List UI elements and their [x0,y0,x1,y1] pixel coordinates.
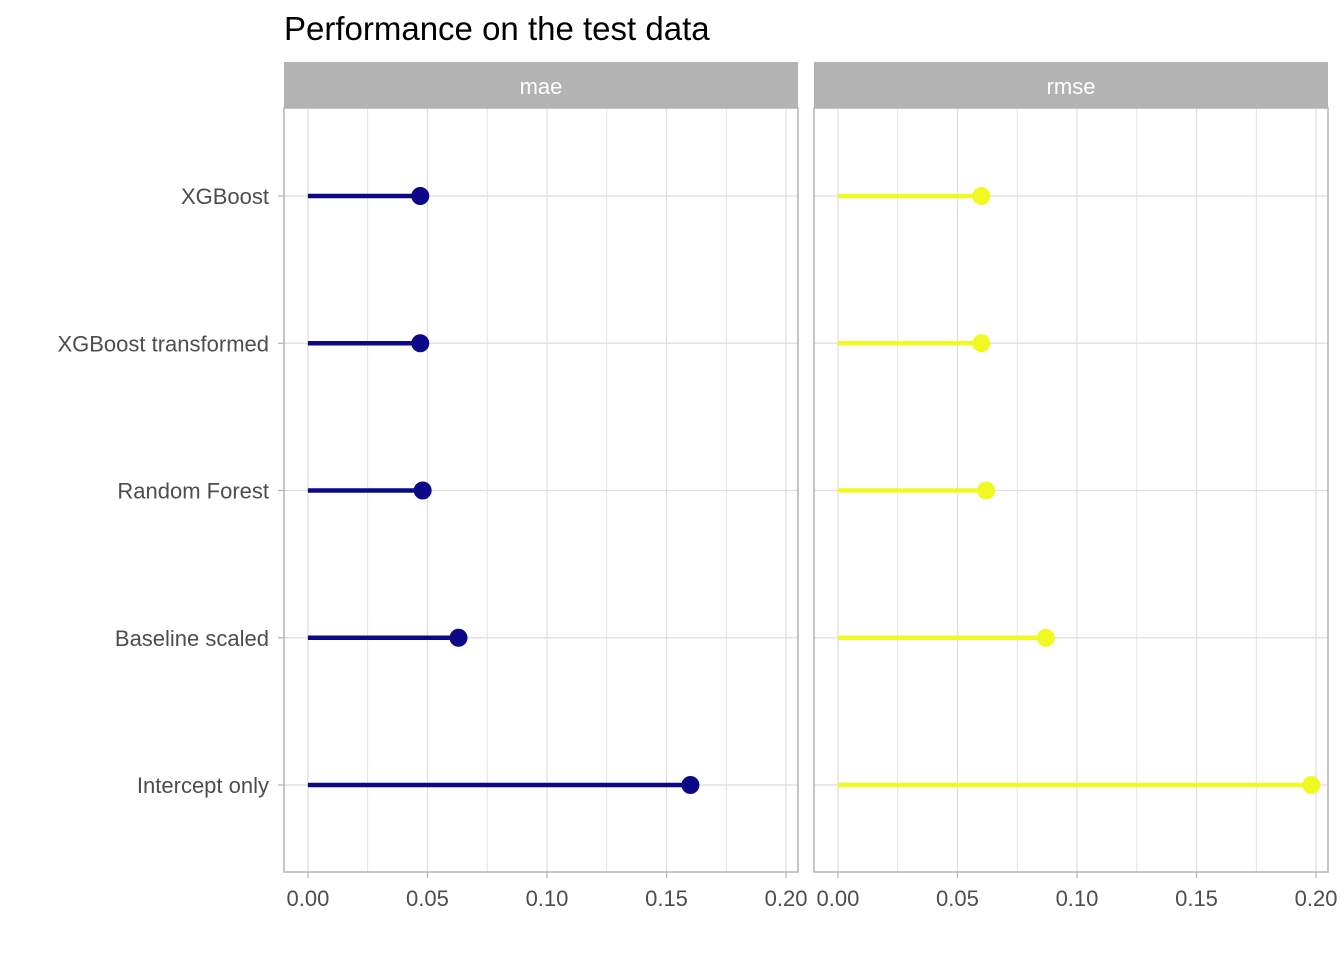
strip-header [284,62,798,108]
strip-label: mae [520,74,563,99]
x-tick-label: 0.00 [286,886,329,911]
lollipop-point [413,481,432,500]
strip-header [814,62,1328,108]
lollipop-point [977,481,996,500]
panel-border [813,107,1329,873]
lollipop-point [1036,628,1055,647]
y-tick-label: XGBoost [181,184,269,209]
x-tick-label: 0.10 [1056,886,1099,911]
lollipop-point [1302,776,1321,794]
y-tick-label: Intercept only [137,773,269,798]
x-tick-label: 0.05 [936,886,979,911]
y-tick-label: Baseline scaled [115,626,269,651]
x-tick-label: 0.20 [765,886,808,911]
y-tick-label: XGBoost transformed [57,331,269,356]
x-tick-label: 0.15 [645,886,688,911]
lollipop-point [681,776,700,794]
x-tick-label: 0.15 [1175,886,1218,911]
x-tick-label: 0.05 [406,886,449,911]
y-tick-label: Random Forest [117,479,269,504]
x-tick-label: 0.00 [816,886,859,911]
x-tick-label: 0.10 [526,886,569,911]
lollipop-point [972,187,991,205]
strip-label: rmse [1047,74,1096,99]
panel-mae: mae 0.00 0.05 0.10 0.15 0.20 [283,62,808,911]
lollipop-point [449,628,468,647]
panel-rmse: rmse 0.00 0.05 0.10 0.15 0.20 [813,62,1338,911]
lollipop-point [411,187,430,205]
y-axis: XGBoost XGBoost transformed Random Forest B… [57,184,284,798]
lollipop-point [972,334,991,353]
chart-title: Performance on the test data [284,10,710,47]
x-tick-label: 0.20 [1295,886,1338,911]
lollipop-point [411,334,430,353]
